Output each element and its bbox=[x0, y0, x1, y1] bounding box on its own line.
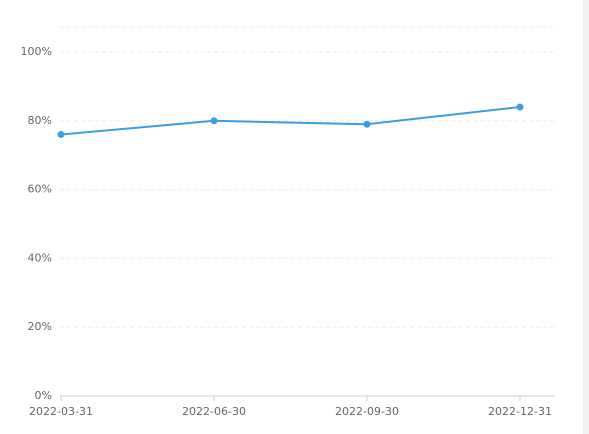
point bbox=[57, 131, 65, 139]
x-tick-label: 2022-03-31 bbox=[29, 405, 93, 418]
y-tick-label: 100% bbox=[21, 45, 52, 58]
x-tick-label: 2022-09-30 bbox=[335, 405, 399, 418]
y-tick-label: 40% bbox=[28, 251, 52, 264]
x-tick-label: 2022-06-30 bbox=[182, 405, 246, 418]
x-tick-label: 2022-12-31 bbox=[488, 405, 552, 418]
line bbox=[60, 106, 521, 136]
y-tick-label: 20% bbox=[28, 320, 52, 333]
y-tick-label: 60% bbox=[28, 183, 52, 196]
point bbox=[516, 103, 524, 111]
scrollbar bbox=[583, 0, 589, 434]
point bbox=[363, 120, 371, 128]
y-tick-label: 0% bbox=[35, 389, 52, 402]
y-tick-label: 80% bbox=[28, 114, 52, 127]
point bbox=[210, 117, 218, 125]
